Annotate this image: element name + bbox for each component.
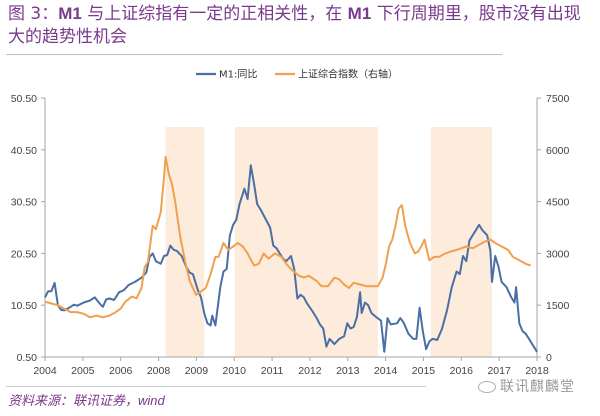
right-tick-label: 7500 (546, 93, 570, 105)
x-tick-label: 2014 (374, 365, 398, 377)
right-tick-label: 1500 (546, 300, 570, 312)
left-tick-label: 10.50 (11, 300, 37, 312)
shaded-period-2 (430, 127, 492, 357)
legend-label-m1: M1:同比 (219, 69, 257, 81)
shaded-period-0 (165, 127, 205, 357)
footer-divider (6, 386, 426, 387)
source-wind: wind (138, 393, 165, 408)
x-tick-label: 2010 (223, 365, 247, 377)
series-line-index (44, 155, 531, 319)
x-tick-label: 2015 (412, 365, 436, 377)
shaded-periods (165, 127, 492, 357)
watermark: 联讯麒麟堂 (478, 376, 575, 396)
x-tick-label: 2012 (298, 365, 322, 377)
x-tick-label: 2004 (33, 365, 57, 377)
right-tick-label: 3000 (546, 248, 570, 260)
x-tick-label: 2018 (525, 365, 549, 377)
legend-label-index: 上证综合指数（右轴） (298, 68, 398, 81)
watermark-text: 联讯麒麟堂 (500, 379, 575, 395)
left-tick-label: 0.50 (17, 352, 38, 364)
left-tick-label: 20.50 (11, 248, 37, 260)
x-tick-label: 2016 (450, 365, 474, 377)
x-tick-label: 2011 (261, 365, 284, 377)
series-line-m1 (44, 164, 538, 353)
wechat-icon (478, 381, 496, 393)
figure-title: 图 3：M1 与上证综指有一定的正相关性，在 M1 下行周期里，股市没有出现大的… (8, 2, 593, 49)
legend: M1:同比 上证综合指数（右轴） (196, 68, 398, 81)
series-lines (44, 155, 538, 353)
left-tick-label: 50.50 (11, 93, 37, 105)
title-m1-b: M1 (347, 4, 372, 23)
right-tick-label: 0 (546, 352, 552, 364)
right-tick-label: 6000 (546, 145, 570, 157)
x-tick-label: 2006 (109, 365, 133, 377)
axes: 0.50 10.50 20.50 30.50 40.50 50.50 0 1500 3000 45… (11, 93, 570, 377)
title-divider (6, 54, 502, 55)
x-tick-label: 2017 (487, 365, 511, 377)
right-tick-label: 4500 (546, 197, 570, 209)
title-m1-a: M1 (58, 4, 82, 23)
x-tick-label: 2008 (147, 365, 171, 377)
source-prefix: 资料来源：联讯证券， (8, 394, 139, 409)
title-prefix: 图 3： (8, 4, 59, 24)
title-suffix: 下行周期里，股市没有出现大的趋势性机会 (8, 4, 581, 47)
x-tick-label: 2009 (185, 365, 209, 377)
left-tick-label: 30.50 (11, 197, 37, 209)
source-note: 资料来源：联讯证券，wind (8, 390, 165, 409)
left-tick-label: 40.50 (11, 145, 37, 157)
x-tick-label: 2005 (71, 365, 95, 377)
x-tick-label: 2013 (336, 365, 360, 377)
title-mid: 与上证综指有一定的正相关性，在 (81, 4, 348, 24)
shaded-period-1 (234, 127, 378, 357)
